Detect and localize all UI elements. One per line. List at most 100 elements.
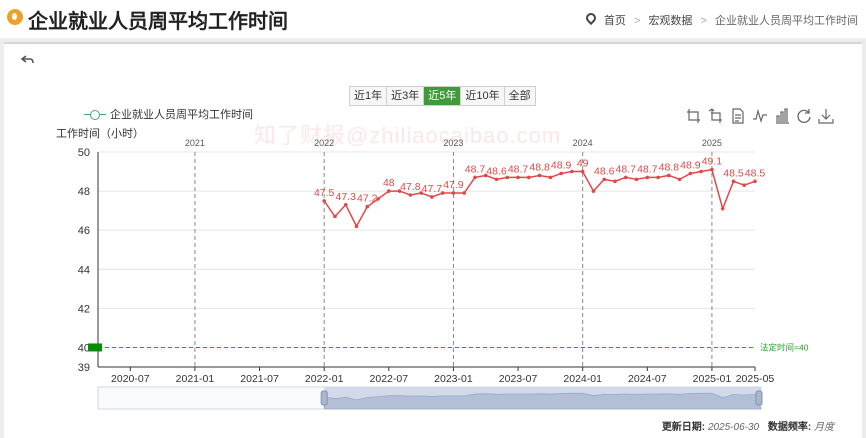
data-point [656, 175, 660, 180]
data-point [322, 199, 326, 203]
data-label: 48.9 [551, 160, 572, 172]
data-point [580, 169, 585, 174]
range-tab-all[interactable]: 全部 [504, 87, 535, 105]
data-label: 47.9 [443, 179, 464, 191]
zoom-slider-preview [323, 392, 762, 410]
data-label: 47.3 [336, 191, 357, 203]
y-tick-label: 39 [78, 362, 90, 374]
reference-marker [88, 343, 102, 352]
data-point [753, 179, 757, 184]
data-label: 48.7 [508, 163, 529, 175]
breadcrumb-home[interactable]: 首页 [603, 15, 626, 27]
zoom-handle-start[interactable] [320, 390, 328, 406]
breadcrumb-macro-data[interactable]: 宏观数据 [648, 15, 693, 27]
data-point [376, 197, 380, 201]
data-point [548, 175, 553, 180]
data-point [645, 175, 650, 180]
x-tick-label: 2023-01 [434, 373, 473, 385]
y-tick-label: 44 [78, 264, 90, 276]
range-tab-1y[interactable]: 近1年 [350, 87, 388, 105]
data-point [602, 177, 607, 182]
x-tick-label: 2021-01 [176, 373, 215, 385]
range-tab-3y[interactable]: 近3年 [387, 87, 425, 105]
zoom-handle-end[interactable] [755, 390, 763, 406]
download-icon[interactable] [818, 108, 834, 124]
data-point [365, 204, 370, 209]
year-marker-label: 2024 [573, 138, 593, 148]
range-tab-5y[interactable]: 近5年 [424, 87, 462, 105]
data-label: 47.2 [357, 193, 378, 205]
y-tick-label: 42 [78, 303, 90, 315]
data-point [677, 177, 682, 182]
data-point [720, 206, 725, 211]
data-label: 48.9 [680, 160, 701, 172]
y-tick-label: 40 [78, 342, 90, 354]
data-point [333, 214, 337, 219]
breadcrumb: 首页 > 宏观数据 > 企业就业人员周平均工作时间 [583, 10, 858, 28]
data-point [634, 177, 639, 182]
data-point [354, 224, 359, 229]
restore-icon[interactable] [796, 108, 812, 124]
zoom-icon[interactable] [686, 108, 702, 124]
data-point [408, 193, 413, 197]
x-tick-label: 2020-07 [111, 373, 150, 385]
data-point [343, 202, 348, 207]
data-label: 49 [577, 158, 589, 170]
updated-label: 更新日期: [661, 422, 706, 433]
data-label: 48.6 [594, 165, 615, 177]
data-point [516, 175, 520, 180]
data-point [430, 195, 434, 199]
line-chart-icon[interactable] [752, 108, 768, 124]
data-point [397, 189, 402, 193]
y-axis-label: 工作时间（小时） [56, 127, 144, 140]
y-tick-label: 46 [78, 225, 90, 237]
data-point [623, 175, 628, 180]
range-tab-10y[interactable]: 近10年 [461, 87, 505, 105]
watermark: 知了财报@zhiliaocaibao.com [254, 123, 562, 148]
year-marker-label: 2023 [443, 138, 463, 148]
data-point [699, 169, 703, 174]
legend-label: 企业就业人员周平均工作时间 [110, 109, 253, 121]
logo-icon [7, 9, 23, 25]
data-label: 48.7 [465, 163, 486, 175]
bar-chart-icon[interactable] [774, 108, 790, 124]
data-point [440, 191, 445, 195]
data-view-icon[interactable] [730, 108, 746, 124]
x-tick-label: 2022-07 [370, 373, 409, 385]
frequency-value: 月度 [814, 422, 834, 433]
reference-line-label: 法定时间=40 [760, 342, 809, 352]
y-tick-label: 50 [78, 147, 90, 159]
data-point [570, 169, 574, 174]
data-point [505, 175, 510, 180]
data-label: 48.5 [723, 167, 744, 179]
x-tick-label: 2024-01 [563, 373, 602, 385]
range-selector: 近1年 近3年 近5年 近10年 全部 [349, 86, 536, 106]
x-tick-label: 2023-07 [499, 373, 538, 385]
data-point [419, 191, 423, 195]
data-point [591, 189, 596, 193]
breadcrumb-current: 企业就业人员周平均工作时间 [715, 15, 858, 27]
chart-legend[interactable]: 企业就业人员周平均工作时间 [84, 106, 253, 122]
page-title: 企业就业人员周平均工作时间 [28, 11, 288, 33]
chart-panel: 近1年 近3年 近5年 近10年 全部 企业就业人员周平均工作时间 知了财报@z… [4, 42, 862, 438]
legend-line-icon [84, 109, 106, 120]
data-label: 48.8 [659, 161, 680, 173]
data-point [667, 173, 671, 178]
data-label: 49.1 [702, 156, 723, 168]
data-label: 48.8 [529, 161, 550, 173]
year-marker-label: 2021 [185, 138, 205, 148]
data-label: 48.7 [616, 163, 637, 175]
header-bar: 企业就业人员周平均工作时间 首页 > 宏观数据 > 企业就业人员周平均工作时间 [0, 0, 866, 38]
zoom-reset-icon[interactable] [708, 108, 724, 124]
year-marker-label: 2022 [314, 138, 334, 148]
data-label: 47.5 [314, 187, 335, 199]
data-label: 47.8 [400, 181, 421, 193]
data-point [462, 191, 466, 195]
data-point [483, 173, 488, 178]
back-arrow-icon[interactable] [21, 54, 35, 66]
data-label: 48.5 [745, 167, 766, 179]
year-marker-label: 2025 [702, 138, 722, 148]
updated-date: 2025-06-30 [707, 422, 760, 433]
data-point [731, 179, 736, 184]
